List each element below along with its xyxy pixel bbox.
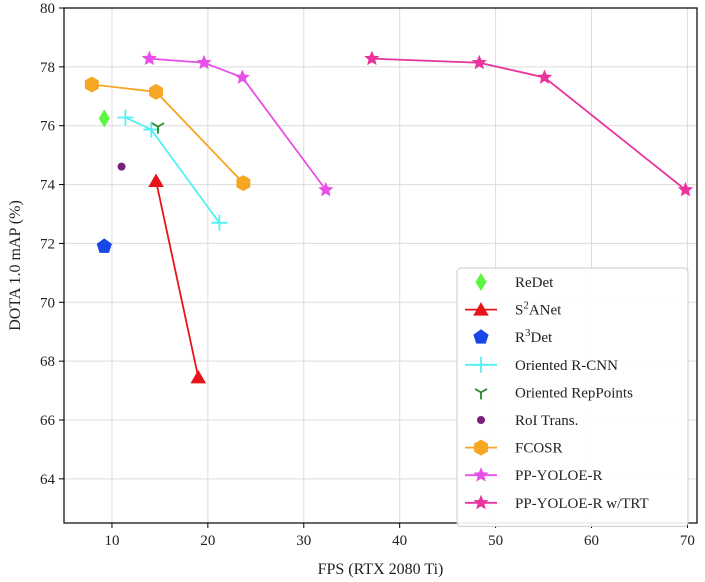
legend-marker-s-anet: [473, 302, 489, 316]
y-tick-label: 70: [40, 295, 55, 311]
tri-stroke: [480, 388, 488, 394]
y-tick-label: 74: [40, 178, 56, 194]
series-oriented-reppoints: [151, 122, 165, 134]
x-tick-label: 40: [392, 533, 407, 549]
y-tick-label: 66: [40, 413, 56, 429]
legend-marker-pp-yoloe-r: [473, 467, 489, 482]
legend-label: PP-YOLOE-R: [515, 468, 603, 484]
legend-marker-roi-trans: [477, 416, 485, 424]
legend-label: FCOSR: [515, 441, 563, 457]
legend: ReDet S2ANet R3Det Oriented R-CNN Oriented R…: [456, 267, 689, 527]
series-pp-yoloe-r-w-trt: [364, 50, 694, 197]
data-point-oriented-r-cnn: [211, 214, 228, 231]
legend-item-oriented-reppoints: Oriented RepPoints: [474, 385, 633, 401]
data-point-pp-yoloe-r: [141, 50, 157, 66]
y-tick-label: 68: [40, 354, 55, 370]
series-roi-trans: [117, 162, 126, 171]
series-redet: [98, 109, 110, 128]
legend-item-pp-yoloe-r-w-trt: PP-YOLOE-R w/TRT: [465, 494, 649, 512]
x-tick-label: 60: [584, 533, 599, 549]
data-point-roi-trans: [117, 162, 126, 171]
tri-stroke: [151, 122, 159, 128]
x-tick-label: 20: [200, 533, 215, 549]
legend-label: S2ANet: [515, 300, 562, 319]
data-point-pp-yoloe-r: [318, 181, 334, 197]
legend-marker-r-det: [473, 329, 489, 344]
x-axis-label: FPS (RTX 2080 Ti): [318, 561, 444, 578]
legend-marker-redet: [475, 273, 487, 291]
data-point-pp-yoloe-r: [196, 54, 212, 70]
data-point-fcosr: [236, 175, 251, 192]
data-point-pp-yoloe-r-w-trt: [471, 54, 487, 70]
tri-stroke: [157, 122, 165, 128]
legend-item-oriented-r-cnn: Oriented R-CNN: [465, 356, 618, 374]
legend-marker-fcosr: [474, 439, 488, 456]
x-tick-label: 30: [296, 533, 311, 549]
x-tick-label: 10: [104, 533, 119, 549]
data-point-oriented-reppoints: [151, 122, 165, 134]
y-tick-label: 72: [40, 236, 55, 252]
legend-label: R3Det: [515, 327, 553, 346]
legend-box: [456, 267, 689, 527]
legend-marker-pp-yoloe-r-w-trt: [473, 494, 489, 510]
data-point-s-anet: [190, 369, 207, 384]
legend-item-pp-yoloe-r: PP-YOLOE-R: [465, 467, 603, 484]
legend-item-fcosr: FCOSR: [465, 439, 563, 457]
ticks: 10 20 30 40 50 60 70 64 66 68 70 72 74 76 78 80: [40, 1, 695, 549]
data-point-fcosr: [149, 83, 163, 100]
series-pp-yoloe-r: [141, 50, 334, 197]
y-tick-label: 80: [40, 1, 55, 17]
series-layer: [84, 50, 694, 384]
legend-item-roi-trans: RoI Trans.: [477, 413, 578, 429]
x-tick-label: 50: [488, 533, 503, 549]
legend-label: PP-YOLOE-R w/TRT: [515, 496, 649, 512]
series-line-s-anet: [155, 180, 200, 378]
series-fcosr: [84, 76, 251, 192]
legend-label: RoI Trans.: [515, 413, 578, 429]
x-tick-label: 70: [680, 533, 695, 549]
legend-label: Oriented R-CNN: [515, 358, 618, 374]
data-point-pp-yoloe-r: [234, 69, 250, 84]
y-axis-label: DOTA 1.0 mAP (%): [7, 200, 24, 331]
legend-item-s-anet: S2ANet: [465, 300, 562, 319]
series-line-pp-yoloe-r-w-trt: [371, 57, 687, 191]
legend-label: ReDet: [515, 275, 554, 291]
data-point-r-det: [96, 238, 112, 253]
y-tick-label: 64: [40, 472, 56, 488]
legend-label: Oriented RepPoints: [515, 385, 633, 401]
legend-marker-oriented-reppoints: [474, 388, 488, 400]
data-point-oriented-r-cnn: [143, 121, 160, 138]
series-oriented-r-cnn: [117, 109, 228, 231]
legend-marker-oriented-r-cnn: [473, 356, 489, 373]
tri-stroke: [474, 388, 482, 394]
y-tick-label: 76: [40, 119, 56, 135]
series-line-pp-yoloe-r: [149, 57, 327, 191]
y-tick-label: 78: [40, 60, 55, 76]
series-r-det: [96, 238, 112, 253]
data-point-fcosr: [84, 76, 99, 93]
legend-item-redet: ReDet: [475, 273, 554, 291]
data-point-redet: [98, 109, 110, 128]
legend-item-r-det: R3Det: [473, 327, 553, 346]
data-point-oriented-r-cnn: [117, 109, 134, 126]
data-point-s-anet: [148, 173, 164, 188]
series-s-anet: [148, 173, 207, 384]
plot-frame: [63, 7, 698, 524]
data-point-pp-yoloe-r-w-trt: [364, 50, 380, 66]
data-point-pp-yoloe-r-w-trt: [536, 69, 553, 84]
data-point-pp-yoloe-r-w-trt: [677, 181, 694, 197]
